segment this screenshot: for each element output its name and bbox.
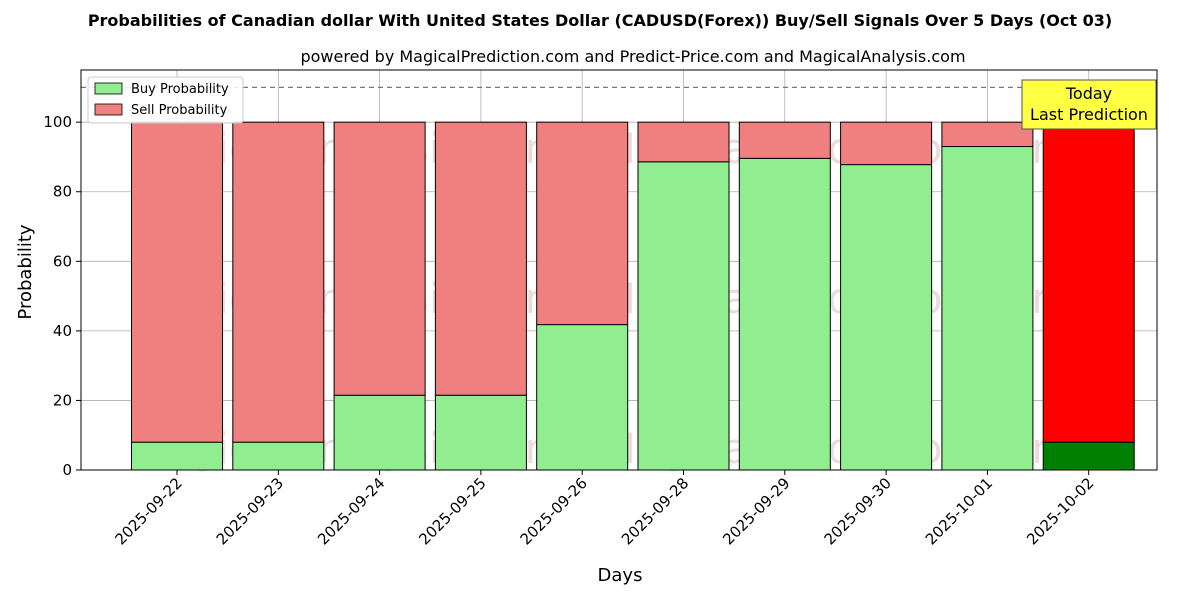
x-tick-label: 2025-09-22 (111, 474, 185, 548)
sell-bar (434, 121, 527, 396)
y-tick-label: 100 (43, 113, 72, 131)
buy-bar (434, 394, 527, 471)
y-tick-label: 20 (53, 391, 72, 409)
buy-bar (131, 441, 223, 471)
y-tick-label: 40 (53, 322, 72, 340)
legend-box (87, 76, 244, 124)
chart-subtitle: powered by MagicalPrediction.com and Pre… (300, 47, 965, 66)
y-axis-label: Probability (15, 224, 36, 319)
x-tick-label: 2025-09-29 (719, 474, 793, 548)
legend-swatch-sell (94, 103, 123, 116)
buy-bar (840, 164, 933, 471)
x-axis-ticks: 2025-09-22 2025-09-23 2025-09-24 2025-09-25… (111, 470, 1098, 548)
sell-bar (840, 121, 933, 166)
buy-bar (941, 146, 1034, 471)
sell-bar (637, 121, 730, 163)
y-tick-label: 60 (53, 252, 72, 270)
buy-bar (1042, 441, 1135, 471)
legend-label-sell: Sell Probability (131, 103, 228, 118)
x-tick-label: 2025-10-01 (922, 474, 996, 548)
x-tick-label: 2025-09-26 (517, 474, 591, 548)
x-tick-label: 2025-09-28 (618, 474, 692, 548)
chart-title: Probabilities of Canadian dollar With Un… (88, 11, 1112, 30)
sell-bar (536, 121, 629, 326)
x-tick-label: 2025-09-25 (415, 474, 489, 548)
x-tick-label: 2025-09-24 (314, 474, 388, 548)
legend-label-buy: Buy Probability (131, 82, 229, 97)
buy-bar (738, 157, 831, 471)
sell-bar (232, 121, 325, 443)
legend-swatch-buy (94, 82, 123, 95)
bars (131, 121, 1135, 471)
x-axis-label: Days (598, 565, 643, 586)
x-tick-label: 2025-10-02 (1023, 474, 1097, 548)
sell-bar (333, 121, 426, 396)
x-tick-label: 2025-09-30 (821, 474, 895, 548)
annotation-box (1021, 79, 1157, 130)
sell-bar (941, 121, 1034, 148)
legend: Buy Probability Sell Probability (87, 76, 244, 124)
y-tick-label: 80 (53, 183, 72, 201)
y-tick-label: 0 (62, 461, 72, 479)
sell-bar (738, 121, 831, 159)
y-axis-ticks: 0 20 40 60 80 100 (43, 113, 81, 479)
plot-frame (80, 69, 1158, 471)
sell-bar (1042, 121, 1135, 443)
sell-bar (131, 121, 223, 443)
annotation-last-prediction: Last Prediction (1030, 105, 1148, 124)
buy-bar (232, 441, 325, 471)
buy-bar (333, 394, 426, 471)
buy-bar (637, 161, 730, 471)
buy-bar (536, 324, 629, 471)
x-tick-label: 2025-09-23 (213, 474, 287, 548)
annotation-today: Today (1065, 84, 1112, 103)
today-annotation: Today Last Prediction (1021, 79, 1157, 130)
